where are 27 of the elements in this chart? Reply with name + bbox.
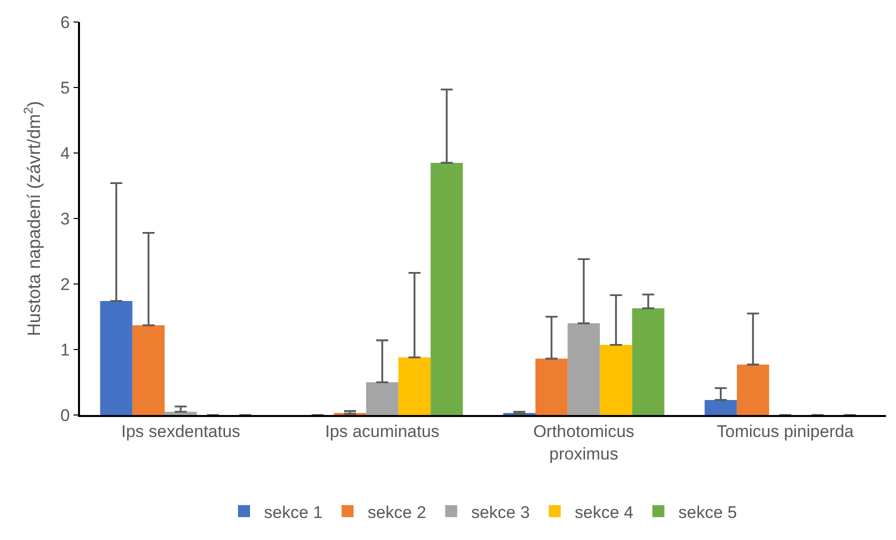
bar — [704, 400, 737, 415]
x-tick-label: Ips acuminatus — [325, 422, 440, 442]
bar — [398, 357, 431, 415]
y-tick-label: 2 — [60, 274, 70, 294]
y-tick-label: 3 — [60, 209, 70, 228]
legend-label: sekce 3 — [471, 502, 530, 522]
legend-label: sekce 4 — [574, 502, 634, 522]
x-tick-label: Tomicus piniperda — [716, 422, 854, 442]
y-tick-label: 1 — [60, 340, 70, 360]
x-tick-label: Ips sexdentatus — [121, 422, 240, 442]
bar — [132, 325, 165, 415]
bar — [100, 301, 132, 415]
bar — [600, 344, 632, 415]
y-tick-label: 5 — [60, 78, 70, 98]
legend-label: sekce 5 — [678, 502, 737, 522]
y-tick-label: 4 — [60, 144, 70, 163]
y-tick-label: 6 — [60, 12, 70, 32]
y-tick-label: 0 — [60, 406, 70, 425]
x-tick-label: Orthotomicus proximus — [533, 422, 634, 464]
bar — [366, 382, 398, 415]
legend-label: sekce 2 — [368, 502, 426, 522]
bar — [568, 323, 600, 415]
bar — [535, 358, 568, 415]
bar — [736, 364, 770, 415]
bar — [632, 308, 664, 415]
legend-label: sekce 1 — [264, 502, 323, 522]
bar — [430, 162, 463, 415]
